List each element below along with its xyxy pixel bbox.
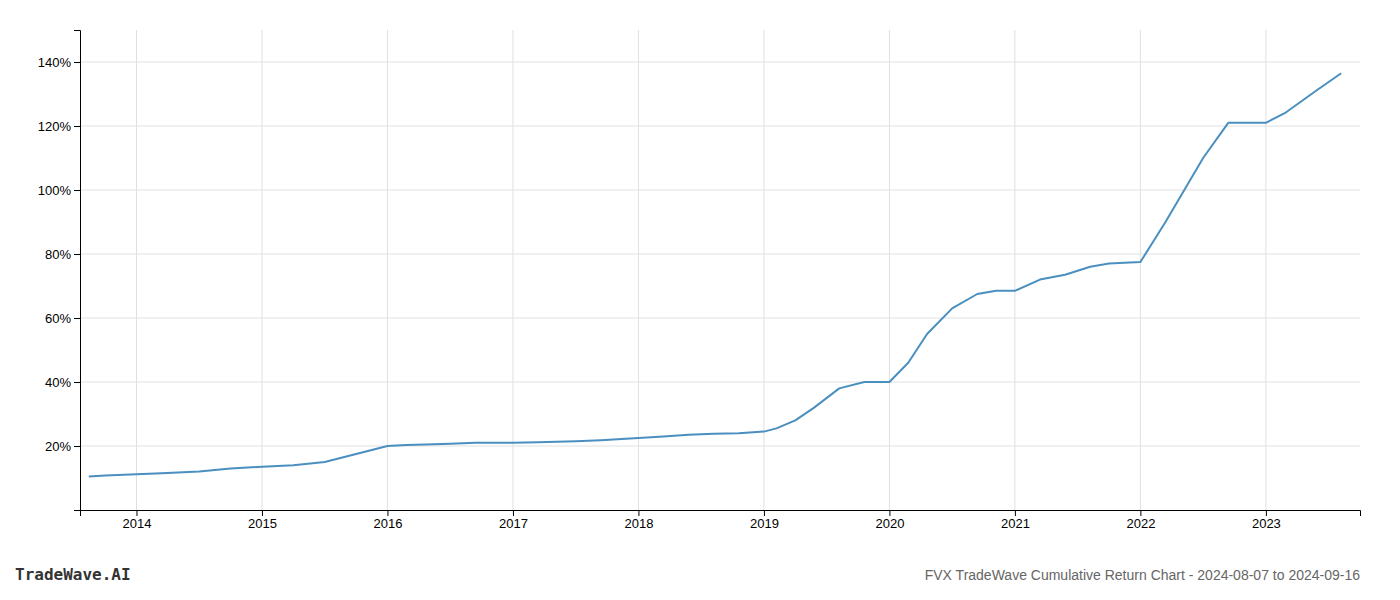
tick-label: 2021	[1001, 516, 1030, 531]
tick-label: 2022	[1126, 516, 1155, 531]
tick-mark	[1140, 510, 1141, 516]
tick: 2021	[1001, 510, 1030, 531]
plot-area: 2014 2015 2016 2017 2018 2019 2020 2021 2022 2023…	[38, 30, 1361, 531]
tick: 2023	[1252, 510, 1281, 531]
tick-mark	[74, 318, 80, 319]
chart: 2014 2015 2016 2017 2018 2019 2020 2021 2022 2023…	[0, 0, 1400, 600]
tick: 40%	[45, 375, 80, 390]
axis-line	[74, 31, 81, 511]
tick-mark	[136, 510, 137, 516]
tick-label: 2018	[624, 516, 653, 531]
tick: 2015	[248, 510, 277, 531]
grid-line	[763, 30, 764, 510]
tick-label: 80%	[45, 247, 71, 262]
tick: 2017	[499, 510, 528, 531]
grid-line	[80, 254, 1360, 255]
tick-label: 2023	[1252, 516, 1281, 531]
grid-line	[1265, 30, 1266, 510]
tick-mark	[638, 510, 639, 516]
tick-mark	[513, 510, 514, 516]
grid-line	[80, 318, 1360, 319]
title: FVX TradeWave Cumulative Return Chart - …	[925, 567, 1360, 583]
grid-line	[889, 30, 890, 510]
tick-label: 2020	[875, 516, 904, 531]
tick-mark	[764, 510, 765, 516]
grid-line	[80, 62, 1360, 63]
tick-label: 2017	[499, 516, 528, 531]
grid-line	[80, 126, 1360, 127]
tick: 2022	[1126, 510, 1155, 531]
tick-mark	[74, 382, 80, 383]
grid-line	[1140, 30, 1141, 510]
grid	[80, 30, 1360, 510]
tick-mark	[74, 190, 80, 191]
grid-line	[387, 30, 388, 510]
tick-label: 2016	[373, 516, 402, 531]
tick: 120%	[38, 119, 80, 134]
tick-mark	[74, 446, 80, 447]
tick: 2018	[624, 510, 653, 531]
axis-line	[81, 511, 1361, 517]
tick-label: 100%	[38, 183, 72, 198]
tick-mark	[262, 510, 263, 516]
tick-label: 2015	[248, 516, 277, 531]
grid-line	[261, 30, 262, 510]
grid-line	[80, 446, 1360, 447]
line	[89, 73, 1341, 476]
tick-mark	[387, 510, 388, 516]
tick-mark	[74, 254, 80, 255]
tick: 2016	[373, 510, 402, 531]
tick: 20%	[45, 439, 80, 454]
grid-line	[1014, 30, 1015, 510]
tick-label: 40%	[45, 375, 71, 390]
grid-line	[136, 30, 137, 510]
tick: 100%	[38, 183, 80, 198]
grid-line	[80, 382, 1360, 383]
tick-mark	[1015, 510, 1016, 516]
marks	[89, 73, 1341, 476]
tick: 80%	[45, 247, 80, 262]
tick-mark	[74, 62, 80, 63]
tick: 140%	[38, 55, 80, 70]
annotation: TradeWave.AI	[15, 565, 131, 584]
tick-label: 140%	[38, 55, 72, 70]
grid-line	[80, 190, 1360, 191]
tick-label: 2014	[123, 516, 152, 531]
tick: 60%	[45, 311, 80, 326]
tick-label: 20%	[45, 439, 71, 454]
tick-label: 120%	[38, 119, 72, 134]
x-axis: 2014 2015 2016 2017 2018 2019 2020 2021 2022 2023	[81, 510, 1361, 531]
tick-label: 60%	[45, 311, 71, 326]
tick: 2020	[875, 510, 904, 531]
tick-mark	[1266, 510, 1267, 516]
y-axis: 20% 40% 60% 80% 100% 120% 140%	[38, 31, 81, 511]
tick-label: 2019	[750, 516, 779, 531]
grid-line	[512, 30, 513, 510]
tick-mark	[889, 510, 890, 516]
tick-mark	[74, 126, 80, 127]
tick: 2014	[123, 510, 152, 531]
tick: 2019	[750, 510, 779, 531]
